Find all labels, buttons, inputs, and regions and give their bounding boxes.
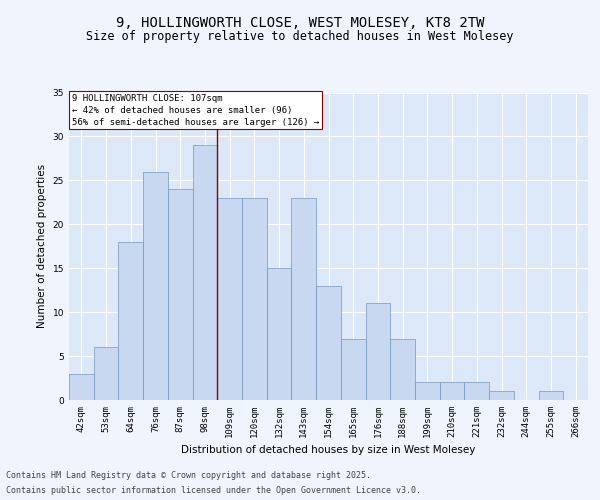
Bar [193,145,217,400]
Bar [464,382,489,400]
Bar [168,189,193,400]
Bar [69,374,94,400]
Bar [217,198,242,400]
Bar [94,348,118,400]
Bar [390,338,415,400]
Text: Size of property relative to detached houses in West Molesey: Size of property relative to detached ho… [86,30,514,43]
Bar [316,286,341,400]
Y-axis label: Number of detached properties: Number of detached properties [37,164,47,328]
Text: Contains HM Land Registry data © Crown copyright and database right 2025.: Contains HM Land Registry data © Crown c… [6,471,371,480]
Bar [341,338,365,400]
Bar [143,172,168,400]
Bar [118,242,143,400]
X-axis label: Distribution of detached houses by size in West Molesey: Distribution of detached houses by size … [181,446,476,456]
Bar [539,391,563,400]
Text: Contains public sector information licensed under the Open Government Licence v3: Contains public sector information licen… [6,486,421,495]
Bar [415,382,440,400]
Bar [489,391,514,400]
Text: 9 HOLLINGWORTH CLOSE: 107sqm
← 42% of detached houses are smaller (96)
56% of se: 9 HOLLINGWORTH CLOSE: 107sqm ← 42% of de… [71,94,319,126]
Text: 9, HOLLINGWORTH CLOSE, WEST MOLESEY, KT8 2TW: 9, HOLLINGWORTH CLOSE, WEST MOLESEY, KT8… [116,16,484,30]
Bar [267,268,292,400]
Bar [292,198,316,400]
Bar [365,304,390,400]
Bar [242,198,267,400]
Bar [440,382,464,400]
